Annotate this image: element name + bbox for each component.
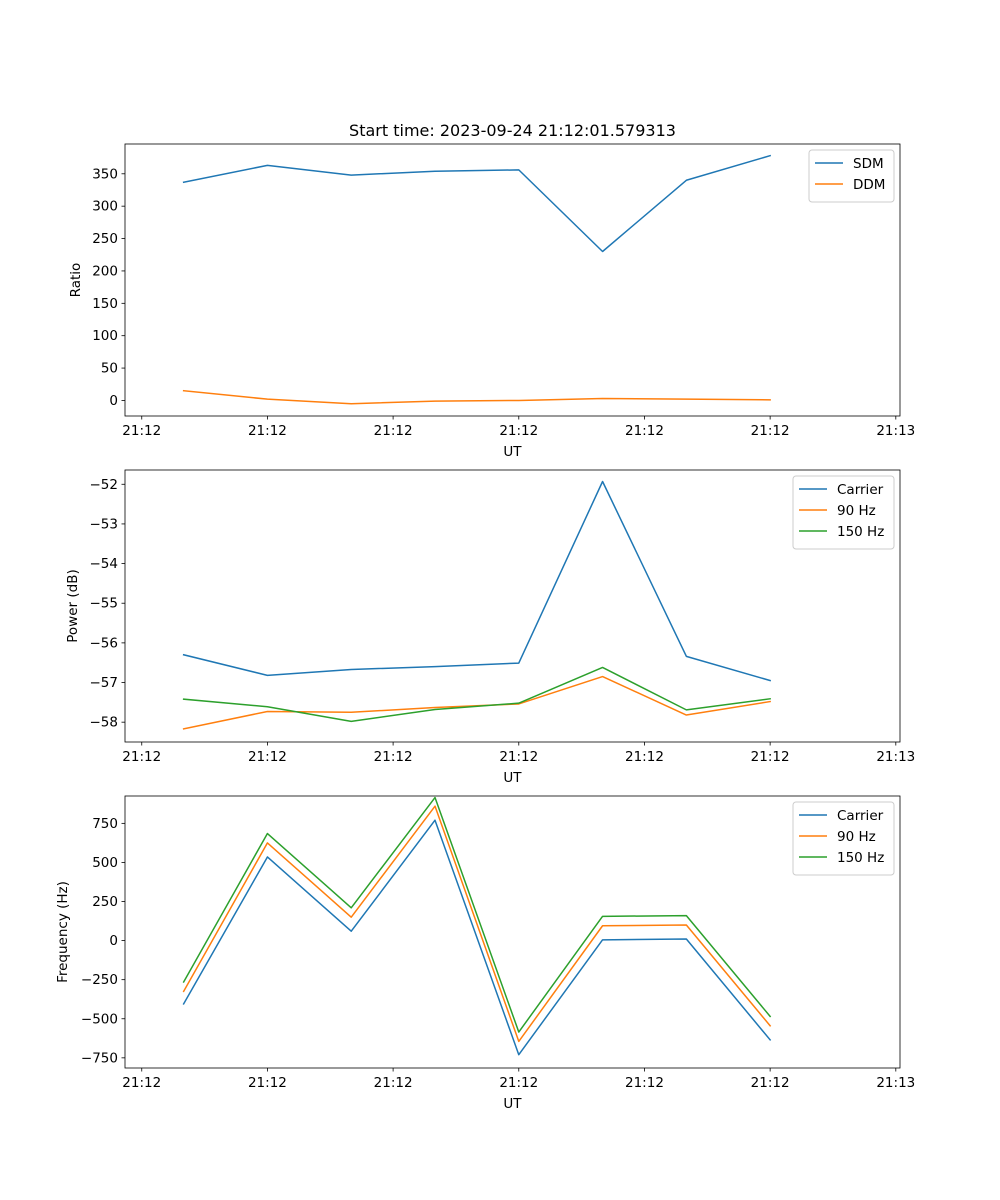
power-y-axis-label: Power (dB) (65, 569, 81, 642)
ratio-series-line-0 (182, 154, 772, 253)
ratio-x-tick-label: 21:12 (374, 423, 413, 439)
ratio-x-tick-label: 21:12 (248, 423, 287, 439)
ratio-y-tick-label: 150 (92, 296, 118, 312)
power-legend-label-1: 90 Hz (837, 503, 876, 519)
power-x-tick-label: 21:13 (876, 749, 915, 765)
ratio-y-tick-label: 250 (92, 231, 118, 247)
frequency-x-axis-label: UT (503, 1096, 522, 1112)
frequency-x-tick-label: 21:12 (248, 1075, 287, 1091)
frequency-y-tick-label: 500 (92, 855, 118, 871)
frequency-y-tick-label: −500 (81, 1011, 118, 1027)
frequency-x-tick-label: 21:13 (876, 1075, 915, 1091)
frequency-legend-label-0: Carrier (837, 808, 884, 824)
power-y-tick-label: −58 (90, 715, 119, 731)
ratio-series-line-1 (182, 389, 771, 405)
power-y-tick-label: −53 (90, 516, 119, 532)
power-y-tick-label: −52 (90, 477, 119, 493)
ratio-axes-frame (124, 143, 901, 417)
frequency-x-tick-label: 21:12 (374, 1075, 413, 1091)
power-series-line-1 (182, 675, 771, 730)
frequency-x-tick-label: 21:12 (499, 1075, 538, 1091)
frequency-series-line-2 (182, 796, 772, 1033)
frequency-legend-label-2: 150 Hz (837, 850, 884, 866)
frequency-y-tick-label: 750 (92, 816, 118, 832)
frequency-x-tick-label: 21:12 (751, 1075, 790, 1091)
figure-title: Start time: 2023-09-24 21:12:01.579313 (349, 121, 676, 140)
frequency-x-tick-label: 21:12 (122, 1075, 161, 1091)
frequency-y-axis-label: Frequency (Hz) (55, 881, 71, 983)
power-legend-label-0: Carrier (837, 482, 884, 498)
ratio-chart: 21:12 21:12 21:12 21:12 21:12 21:12 21:13 0 50 10… (68, 143, 915, 460)
power-x-tick-label: 21:12 (625, 749, 664, 765)
power-y-tick-label: −55 (90, 596, 119, 612)
power-y-tick-label: −56 (90, 635, 119, 651)
power-chart: 21:12 21:12 21:12 21:12 21:12 21:12 21:13 −58 −5… (65, 469, 915, 786)
frequency-x-tick-label: 21:12 (625, 1075, 664, 1091)
frequency-legend-label-1: 90 Hz (837, 829, 876, 845)
ratio-x-tick-label: 21:12 (499, 423, 538, 439)
power-x-tick-label: 21:12 (751, 749, 790, 765)
power-x-tick-label: 21:12 (248, 749, 287, 765)
ratio-x-tick-label: 21:12 (122, 423, 161, 439)
ratio-y-tick-label: 100 (92, 328, 118, 344)
ratio-legend-label-1: DDM (853, 177, 885, 193)
power-x-tick-label: 21:12 (499, 749, 538, 765)
frequency-y-tick-label: −250 (81, 972, 118, 988)
power-axes-frame (124, 469, 901, 743)
power-y-tick-label: −57 (90, 675, 119, 691)
ratio-y-axis-label: Ratio (68, 263, 84, 298)
ratio-y-tick-label: 0 (109, 393, 118, 409)
ratio-y-tick-label: 200 (92, 263, 118, 279)
frequency-y-tick-label: 0 (109, 933, 118, 949)
ratio-y-tick-label: 50 (101, 361, 118, 377)
power-series-line-2 (182, 666, 771, 723)
power-x-tick-label: 21:12 (122, 749, 161, 765)
ratio-x-tick-label: 21:12 (625, 423, 664, 439)
ratio-y-tick-label: 350 (92, 166, 118, 182)
frequency-axes-frame (124, 795, 901, 1069)
frequency-y-tick-label: −750 (81, 1050, 118, 1066)
ratio-x-tick-label: 21:13 (876, 423, 915, 439)
frequency-series-line-0 (182, 819, 772, 1056)
power-series-line-0 (182, 480, 772, 682)
power-legend-label-2: 150 Hz (837, 524, 884, 540)
frequency-y-tick-label: 250 (92, 894, 118, 910)
frequency-chart: 21:12 21:12 21:12 21:12 21:12 21:12 21:13 −750 −… (55, 795, 915, 1112)
ratio-x-tick-label: 21:12 (751, 423, 790, 439)
power-x-tick-label: 21:12 (374, 749, 413, 765)
ratio-x-axis-label: UT (503, 444, 522, 460)
power-x-axis-label: UT (503, 770, 522, 786)
frequency-series-line-1 (182, 805, 772, 1043)
power-y-tick-label: −54 (90, 556, 119, 572)
ratio-legend-label-0: SDM (853, 156, 884, 172)
ratio-y-tick-label: 300 (92, 199, 118, 215)
